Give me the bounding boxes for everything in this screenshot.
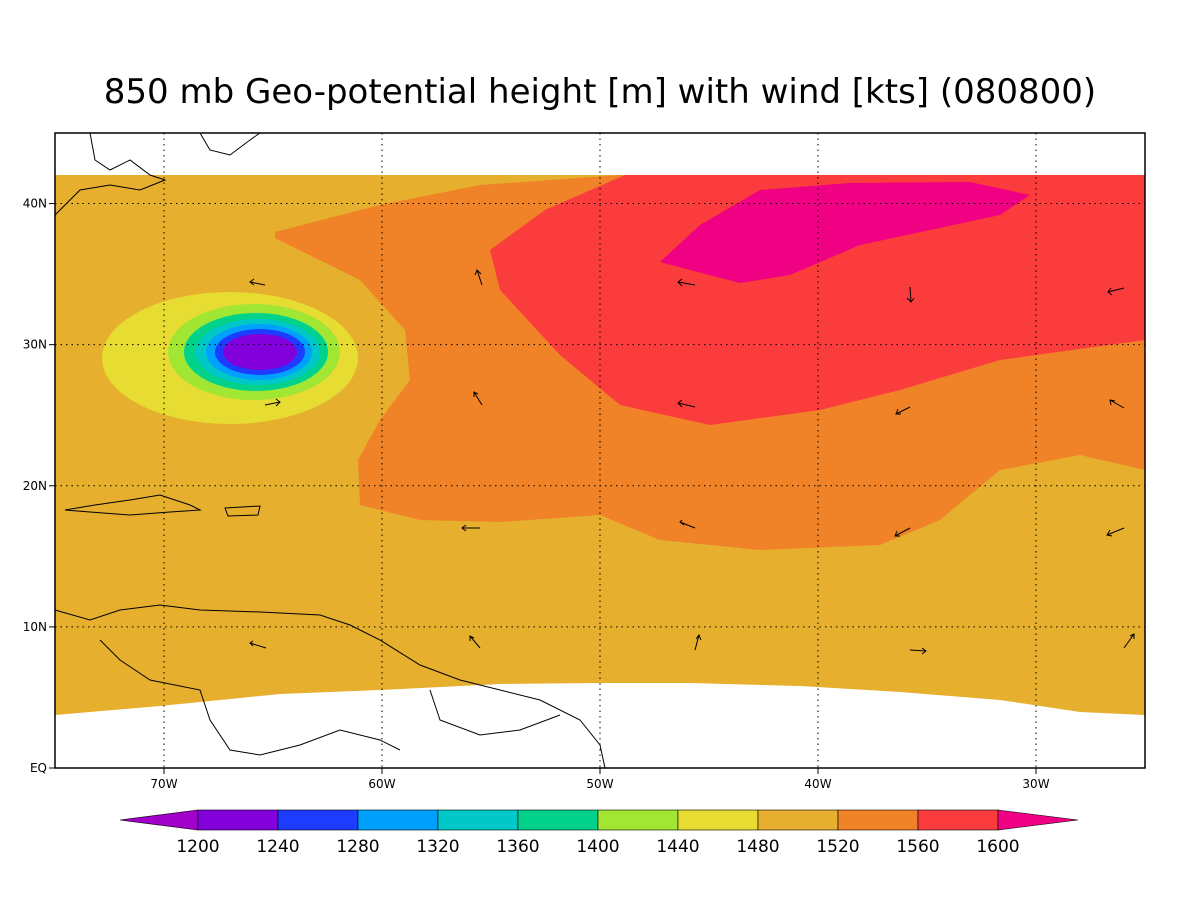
colorbar-label: 1400 bbox=[576, 837, 619, 857]
colorbar-label: 1600 bbox=[976, 837, 1019, 857]
colorbar-box bbox=[757, 809, 839, 831]
colorbar-label: 1200 bbox=[176, 837, 219, 857]
colorbar-box bbox=[357, 809, 439, 831]
wind-arrow bbox=[677, 278, 696, 287]
lon-tick-label: 30W bbox=[1022, 777, 1049, 791]
graticule: 70W 60W 50W 40W 30W EQ 10N 20N 30N 40N bbox=[23, 133, 1145, 791]
lat-tick-label: EQ bbox=[30, 761, 47, 775]
wind-arrow bbox=[895, 406, 911, 415]
colorbar-box bbox=[677, 809, 759, 831]
lat-tick-label: 40N bbox=[23, 197, 47, 211]
wind-arrow bbox=[679, 519, 696, 529]
colorbar-upper-extension bbox=[997, 809, 1079, 831]
wind-arrow bbox=[694, 633, 702, 651]
coastline bbox=[99, 639, 401, 756]
colorbar-label: 1480 bbox=[736, 837, 779, 857]
colorbar-box bbox=[277, 809, 359, 831]
wind-arrow bbox=[264, 398, 281, 407]
wind-arrow bbox=[249, 640, 267, 649]
wind-arrow bbox=[473, 391, 483, 406]
coastline bbox=[54, 132, 167, 216]
lon-tick-label: 40W bbox=[804, 777, 831, 791]
wind-arrow bbox=[1107, 287, 1125, 296]
colorbar-box bbox=[597, 809, 679, 831]
colorbar: 1200 1240 1280 1320 1360 1400 1440 1480 1520 1560… bbox=[119, 809, 1079, 857]
coastline bbox=[224, 505, 261, 517]
colorbar-label: 1440 bbox=[656, 837, 699, 857]
coastlines bbox=[54, 132, 606, 769]
colorbar-label: 1320 bbox=[416, 837, 459, 857]
colorbar-box bbox=[517, 809, 599, 831]
wind-arrow bbox=[1106, 527, 1125, 537]
coastline bbox=[54, 604, 606, 769]
wind-vectors bbox=[249, 269, 1135, 655]
colorbar-box bbox=[917, 809, 999, 831]
colorbar-label: 1240 bbox=[256, 837, 299, 857]
colorbar-lower-extension bbox=[119, 809, 199, 831]
coastline bbox=[429, 689, 561, 736]
colorbar-box bbox=[837, 809, 919, 831]
colorbar-box bbox=[197, 809, 279, 831]
colorbar-label: 1280 bbox=[336, 837, 379, 857]
lon-tick-label: 60W bbox=[368, 777, 395, 791]
lon-tick-label: 50W bbox=[586, 777, 613, 791]
map-frame bbox=[54, 132, 1146, 769]
coastline bbox=[64, 494, 202, 516]
wind-arrow bbox=[894, 527, 911, 537]
coastline bbox=[199, 132, 261, 156]
wind-arrow bbox=[906, 286, 915, 303]
band-1600 bbox=[660, 182, 1030, 283]
wind-arrow bbox=[474, 269, 483, 286]
colorbar-box bbox=[437, 809, 519, 831]
title: 850 mb Geo-potential height [m] with win… bbox=[104, 72, 1096, 112]
lat-tick-label: 10N bbox=[23, 620, 47, 634]
lat-tick-label: 20N bbox=[23, 479, 47, 493]
wind-arrow bbox=[909, 647, 927, 655]
wind-arrow bbox=[677, 399, 696, 408]
wind-arrow bbox=[461, 524, 480, 532]
colorbar-label: 1560 bbox=[896, 837, 939, 857]
band-1560 bbox=[490, 175, 1145, 425]
lon-tick-label: 70W bbox=[150, 777, 177, 791]
wind-arrow bbox=[1123, 633, 1135, 649]
height-field bbox=[55, 175, 1145, 715]
wind-arrow bbox=[469, 635, 481, 649]
wind-arrow bbox=[249, 278, 266, 286]
colorbar-label: 1520 bbox=[816, 837, 859, 857]
colorbar-label: 1360 bbox=[496, 837, 539, 857]
lat-tick-label: 30N bbox=[23, 338, 47, 352]
band-1200 bbox=[223, 334, 297, 370]
wind-arrow bbox=[1109, 399, 1125, 409]
